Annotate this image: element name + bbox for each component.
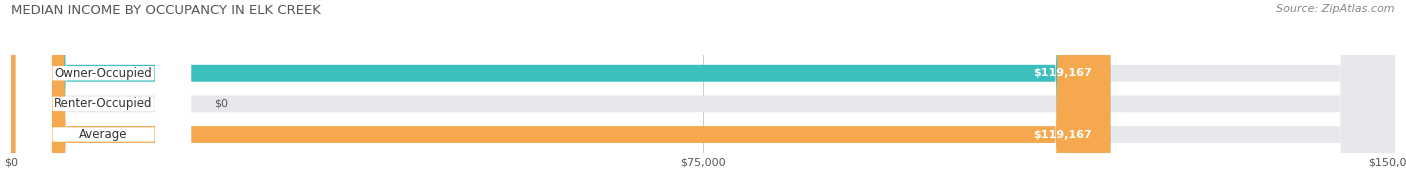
Text: Source: ZipAtlas.com: Source: ZipAtlas.com [1277, 4, 1395, 14]
Text: MEDIAN INCOME BY OCCUPANCY IN ELK CREEK: MEDIAN INCOME BY OCCUPANCY IN ELK CREEK [11, 4, 321, 17]
Text: $119,167: $119,167 [1033, 68, 1092, 78]
FancyBboxPatch shape [11, 0, 1395, 196]
Text: Owner-Occupied: Owner-Occupied [55, 67, 152, 80]
Text: $119,167: $119,167 [1033, 130, 1092, 140]
Text: $0: $0 [214, 99, 228, 109]
FancyBboxPatch shape [15, 0, 191, 196]
FancyBboxPatch shape [11, 0, 1111, 196]
FancyBboxPatch shape [15, 0, 191, 196]
FancyBboxPatch shape [11, 0, 1395, 196]
FancyBboxPatch shape [11, 0, 1395, 196]
Text: Average: Average [79, 128, 128, 141]
FancyBboxPatch shape [11, 0, 1111, 196]
Text: Renter-Occupied: Renter-Occupied [55, 97, 153, 110]
FancyBboxPatch shape [15, 0, 191, 196]
